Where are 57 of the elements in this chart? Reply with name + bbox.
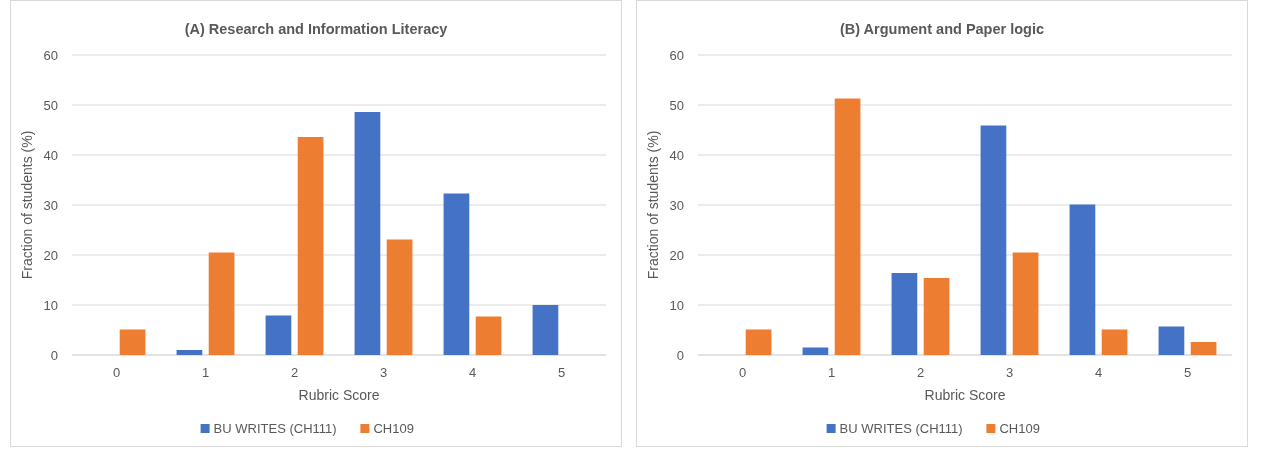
y-tick-label: 50	[669, 97, 684, 113]
bar	[834, 98, 861, 355]
bar	[176, 350, 203, 355]
y-axis-title: Fraction of students (%)	[645, 130, 661, 280]
bar	[532, 305, 559, 355]
bar	[1158, 326, 1185, 355]
y-tick-label: 60	[669, 47, 684, 63]
x-tick-label: 5	[557, 365, 566, 380]
y-axis-title: Fraction of students (%)	[19, 130, 35, 280]
x-tick-label: 2	[916, 365, 925, 380]
legend-label: CH109	[999, 421, 1040, 436]
x-tick-label: 2	[290, 365, 299, 380]
x-tick-label: 4	[468, 365, 477, 380]
y-tick-label: 10	[669, 297, 684, 313]
y-tick-label: 10	[43, 297, 58, 313]
bar	[1069, 204, 1096, 355]
bar	[980, 125, 1007, 355]
bar	[475, 316, 502, 355]
x-tick-label: 0	[112, 365, 121, 380]
bar	[1012, 252, 1039, 355]
bar	[208, 252, 235, 355]
y-tick-label: 0	[50, 347, 58, 363]
legend-label: BU WRITES (CH111)	[213, 421, 337, 436]
bar	[297, 137, 324, 355]
y-tick-label: 20	[669, 247, 684, 263]
y-tick-label: 30	[669, 197, 684, 213]
x-tick-label: 4	[1094, 365, 1103, 380]
y-tick-label: 20	[43, 247, 58, 263]
bar	[923, 278, 950, 355]
bar	[265, 315, 292, 355]
y-tick-label: 40	[669, 147, 684, 163]
chart-title: (B) Argument and Paper logic	[839, 21, 1045, 37]
y-tick-label: 60	[43, 47, 58, 63]
x-tick-label: 1	[827, 365, 836, 380]
chart-title: (A) Research and Information Literacy	[184, 21, 448, 37]
x-tick-label: 3	[1005, 365, 1014, 380]
bar	[1101, 329, 1128, 355]
x-axis-title: Rubric Score	[924, 387, 1006, 403]
legend-label: BU WRITES (CH111)	[839, 421, 963, 436]
x-tick-label: 1	[201, 365, 210, 380]
bar	[745, 329, 772, 355]
bar	[354, 112, 381, 355]
legend-label: CH109	[373, 421, 414, 436]
bar	[891, 273, 918, 355]
y-tick-label: 30	[43, 197, 58, 213]
y-tick-label: 50	[43, 97, 58, 113]
y-tick-label: 40	[43, 147, 58, 163]
y-tick-label: 0	[676, 347, 684, 363]
bar	[1190, 342, 1217, 355]
bar	[386, 239, 413, 355]
x-tick-label: 5	[1183, 365, 1192, 380]
bar	[119, 329, 146, 355]
bar	[802, 347, 829, 355]
bar	[443, 193, 470, 355]
x-axis-title: Rubric Score	[298, 387, 380, 403]
x-tick-label: 0	[738, 365, 747, 380]
x-tick-label: 3	[379, 365, 388, 380]
